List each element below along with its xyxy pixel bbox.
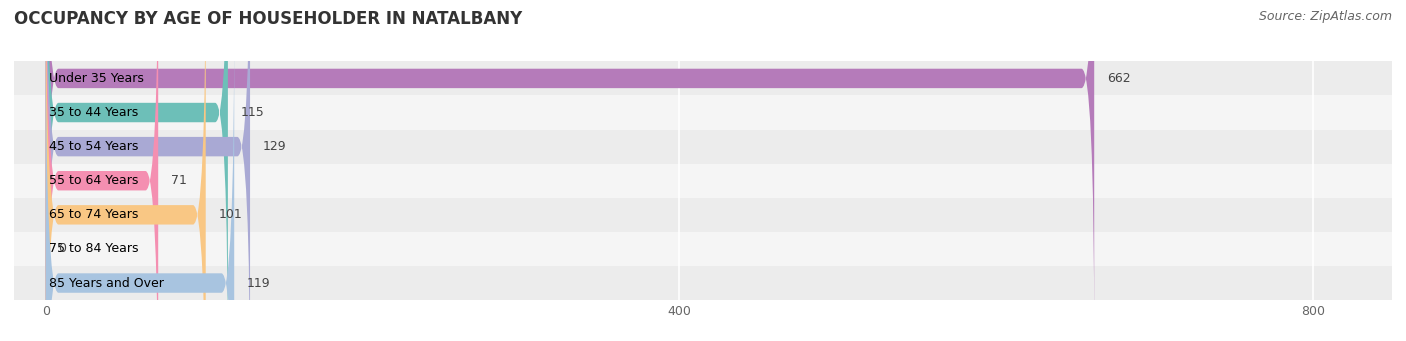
Text: 662: 662 xyxy=(1107,72,1130,85)
Text: Source: ZipAtlas.com: Source: ZipAtlas.com xyxy=(1258,10,1392,23)
Bar xyxy=(14,130,1392,164)
Bar xyxy=(14,164,1392,198)
Text: 101: 101 xyxy=(218,208,242,221)
Bar xyxy=(14,266,1392,300)
Text: OCCUPANCY BY AGE OF HOUSEHOLDER IN NATALBANY: OCCUPANCY BY AGE OF HOUSEHOLDER IN NATAL… xyxy=(14,10,522,28)
Bar xyxy=(14,95,1392,130)
Bar xyxy=(14,198,1392,232)
Text: Under 35 Years: Under 35 Years xyxy=(49,72,143,85)
Text: 85 Years and Over: 85 Years and Over xyxy=(49,277,163,290)
Text: 55 to 64 Years: 55 to 64 Years xyxy=(49,174,138,187)
Bar xyxy=(14,232,1392,266)
Text: 65 to 74 Years: 65 to 74 Years xyxy=(49,208,138,221)
FancyBboxPatch shape xyxy=(46,0,205,341)
FancyBboxPatch shape xyxy=(46,0,250,341)
Text: 119: 119 xyxy=(247,277,270,290)
Text: 75 to 84 Years: 75 to 84 Years xyxy=(49,242,138,255)
FancyBboxPatch shape xyxy=(46,0,159,341)
FancyBboxPatch shape xyxy=(46,0,1094,341)
Text: 115: 115 xyxy=(240,106,264,119)
Text: 35 to 44 Years: 35 to 44 Years xyxy=(49,106,138,119)
Bar xyxy=(14,61,1392,95)
Text: 45 to 54 Years: 45 to 54 Years xyxy=(49,140,138,153)
FancyBboxPatch shape xyxy=(46,20,235,341)
Text: 71: 71 xyxy=(172,174,187,187)
Text: 129: 129 xyxy=(263,140,287,153)
FancyBboxPatch shape xyxy=(46,0,228,341)
Text: 0: 0 xyxy=(59,242,66,255)
